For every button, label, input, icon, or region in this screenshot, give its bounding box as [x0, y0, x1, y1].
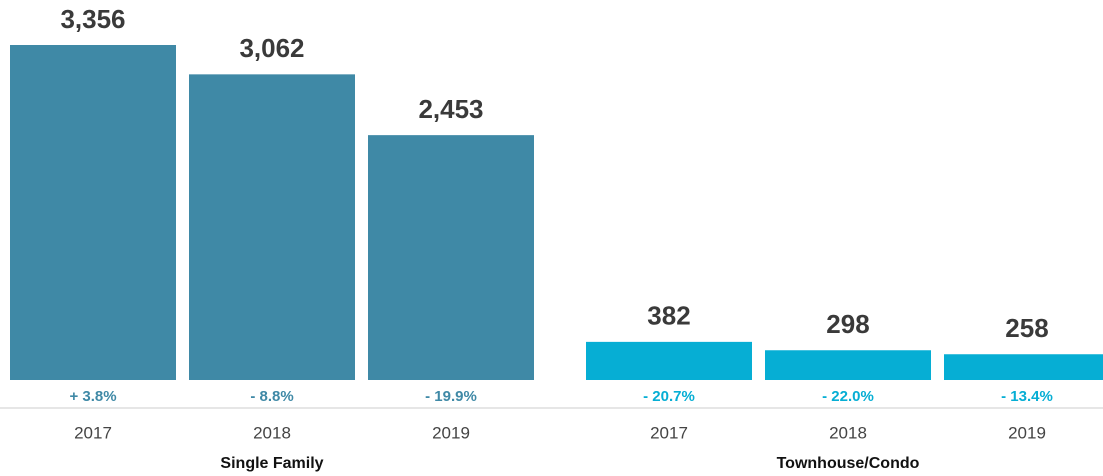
x-tick-label: 2017: [650, 423, 688, 442]
bar: [944, 354, 1103, 380]
x-tick-label: 2018: [829, 423, 867, 442]
change-label: - 13.4%: [1001, 388, 1053, 405]
value-label: 382: [647, 301, 690, 331]
value-label: 3,356: [60, 4, 125, 34]
change-label: - 22.0%: [822, 388, 874, 405]
group-label: Single Family: [220, 455, 323, 472]
change-label: - 8.8%: [250, 388, 293, 405]
bar: [189, 74, 355, 380]
x-tick-label: 2019: [1008, 423, 1046, 442]
bar: [765, 350, 931, 380]
change-label: - 20.7%: [643, 388, 695, 405]
x-tick-label: 2017: [74, 423, 112, 442]
value-label: 2,453: [418, 94, 483, 124]
bar: [368, 135, 534, 380]
group-label: Townhouse/Condo: [777, 455, 920, 472]
change-label: + 3.8%: [69, 388, 116, 405]
bar: [586, 341, 752, 380]
value-label: 298: [826, 309, 869, 339]
bar: [10, 45, 176, 380]
x-tick-label: 2018: [253, 423, 291, 442]
value-label: 258: [1005, 313, 1048, 343]
value-label: 3,062: [239, 33, 304, 63]
x-tick-label: 2019: [432, 423, 470, 442]
change-label: - 19.9%: [425, 388, 477, 405]
